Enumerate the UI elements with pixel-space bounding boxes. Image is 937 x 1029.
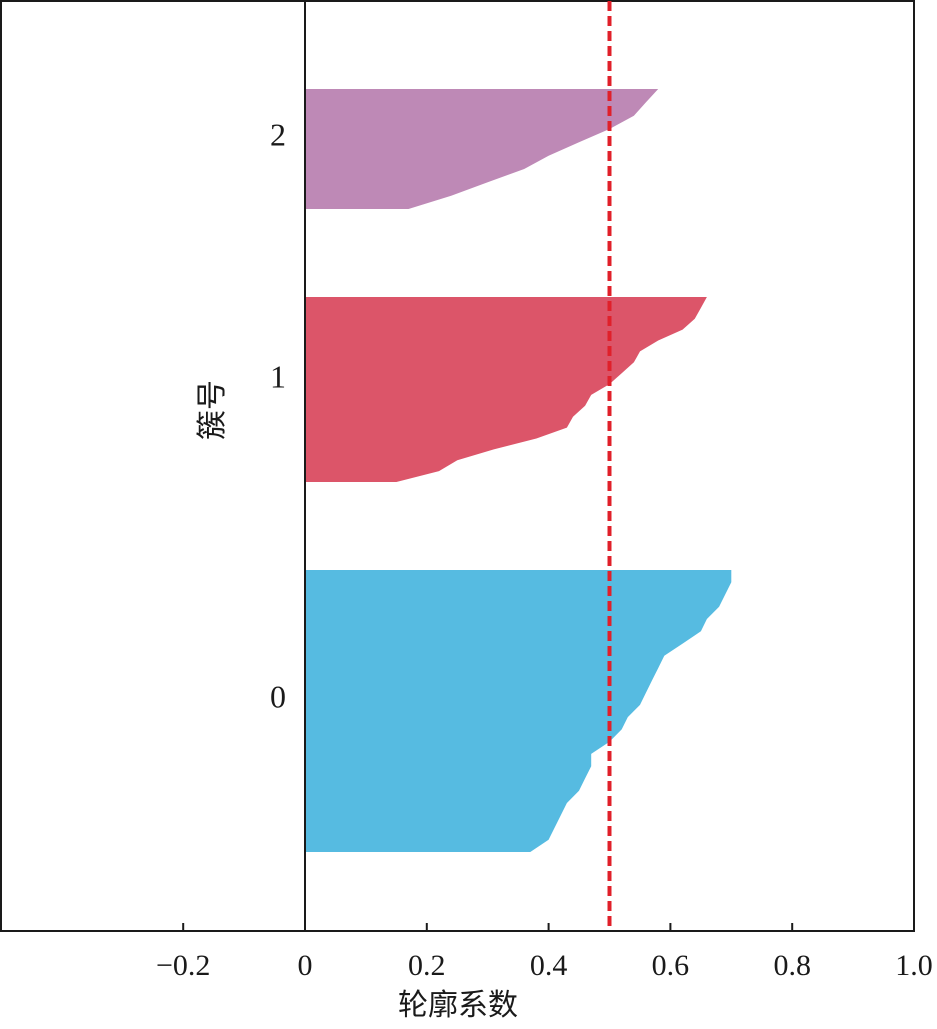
x-tick-label: 0 xyxy=(298,949,313,982)
cluster-label-2: 2 xyxy=(270,116,286,152)
x-axis-title: 轮廓系数 xyxy=(398,989,518,1022)
x-tick-label: 0.8 xyxy=(773,949,811,982)
cluster-label-1: 1 xyxy=(270,358,286,394)
cluster-labels: 0 1 2 xyxy=(270,116,286,714)
x-tick-label: 0.2 xyxy=(408,949,446,982)
cluster-band-2 xyxy=(305,89,659,209)
plot-frame xyxy=(0,0,915,932)
x-tick-label: 0.6 xyxy=(652,949,690,982)
cluster-label-0: 0 xyxy=(270,678,286,714)
y-axis-title-group: 簇号 xyxy=(196,380,229,440)
x-axis-ticks: −0.2 0 0.2 0.4 0.6 0.8 1.0 xyxy=(156,923,933,982)
x-tick-label: −0.2 xyxy=(156,949,210,982)
x-tick-label: 0.4 xyxy=(530,949,568,982)
cluster-bands xyxy=(305,89,732,852)
cluster-band-0 xyxy=(305,570,732,852)
cluster-band-1 xyxy=(305,297,707,482)
y-axis-title: 簇号 xyxy=(196,380,229,440)
x-tick-label: 1.0 xyxy=(895,949,933,982)
